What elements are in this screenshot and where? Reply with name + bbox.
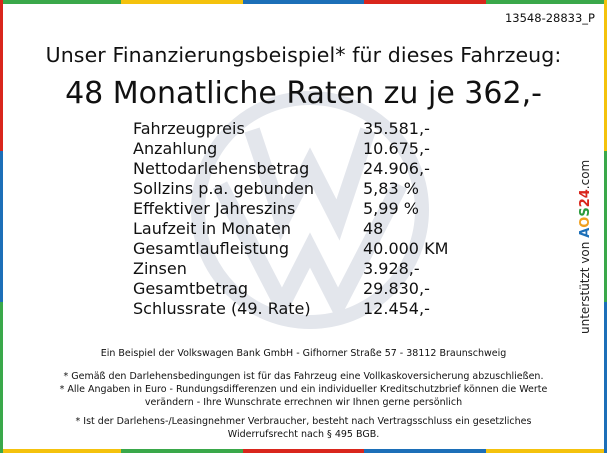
footnote-insurance: * Gemäß den Darlehensbedingungen ist für… xyxy=(63,371,544,382)
table-row: Nettodarlehensbetrag 24.906,- xyxy=(133,159,448,179)
row-label: Nettodarlehensbetrag xyxy=(133,159,310,178)
row-label: Effektiver Jahreszins xyxy=(133,199,296,218)
row-value: 5,83 % xyxy=(363,179,419,198)
row-label: Schlussrate (49. Rate) xyxy=(133,299,311,318)
row-label: Sollzins p.a. gebunden xyxy=(133,179,315,198)
row-value: 12.454,- xyxy=(363,299,430,318)
row-value: 5,99 % xyxy=(363,199,419,218)
financing-table: Fahrzeugpreis 35.581,- Anzahlung 10.675,- Ne… xyxy=(133,119,448,319)
row-value: 24.906,- xyxy=(363,159,430,178)
aos24-logo: AOS24 xyxy=(578,189,593,238)
row-value: 10.675,- xyxy=(363,139,430,158)
row-value: 29.830,- xyxy=(363,279,430,298)
table-row: Gesamtbetrag 29.830,- xyxy=(133,279,448,299)
table-row: Zinsen 3.928,- xyxy=(133,259,448,279)
headline: Unser Finanzierungsbeispiel* für dieses … xyxy=(45,43,562,67)
row-label: Fahrzeugpreis xyxy=(133,119,245,138)
supported-by-text: unterstützt von xyxy=(578,241,592,334)
row-label: Gesamtlaufleistung xyxy=(133,239,290,258)
bank-info: Ein Beispiel der Volkswagen Bank GmbH - … xyxy=(100,348,507,359)
supported-by-badge: unterstützt von AOS24.com xyxy=(578,160,593,334)
table-row: Effektiver Jahreszins 5,99 % xyxy=(133,199,448,219)
table-row: Sollzins p.a. gebunden 5,83 % xyxy=(133,179,448,199)
row-value: 3.928,- xyxy=(363,259,420,278)
monthly-rate-line: 48 Monatliche Raten zu je 362,- xyxy=(65,76,542,111)
reference-number: 13548-28833_P xyxy=(504,11,595,25)
table-row: Anzahlung 10.675,- xyxy=(133,139,448,159)
vw-logo-watermark xyxy=(191,91,429,329)
row-value: 40.000 KM xyxy=(363,239,449,258)
frame-right xyxy=(604,0,607,453)
row-value: 48 xyxy=(363,219,384,238)
supported-by-domain: .com xyxy=(578,159,592,190)
frame-top xyxy=(0,0,607,4)
frame-bottom xyxy=(0,449,607,453)
table-row: Gesamtlaufleistung 40.000 KM xyxy=(133,239,448,259)
row-value: 35.581,- xyxy=(363,119,430,138)
row-label: Anzahlung xyxy=(133,139,218,158)
row-label: Gesamtbetrag xyxy=(133,279,249,298)
table-row: Laufzeit in Monaten 48 xyxy=(133,219,448,239)
row-label: Laufzeit in Monaten xyxy=(133,219,292,238)
table-row: Fahrzeugpreis 35.581,- xyxy=(133,119,448,139)
frame-left xyxy=(0,0,3,453)
table-row: Schlussrate (49. Rate) 12.454,- xyxy=(133,299,448,319)
row-label: Zinsen xyxy=(133,259,187,278)
footnote-amounts: * Alle Angaben in Euro - Rundungsdiffere… xyxy=(59,384,548,408)
footnote-withdrawal: * Ist der Darlehens-/Leasingnehmer Verbr… xyxy=(75,416,532,440)
